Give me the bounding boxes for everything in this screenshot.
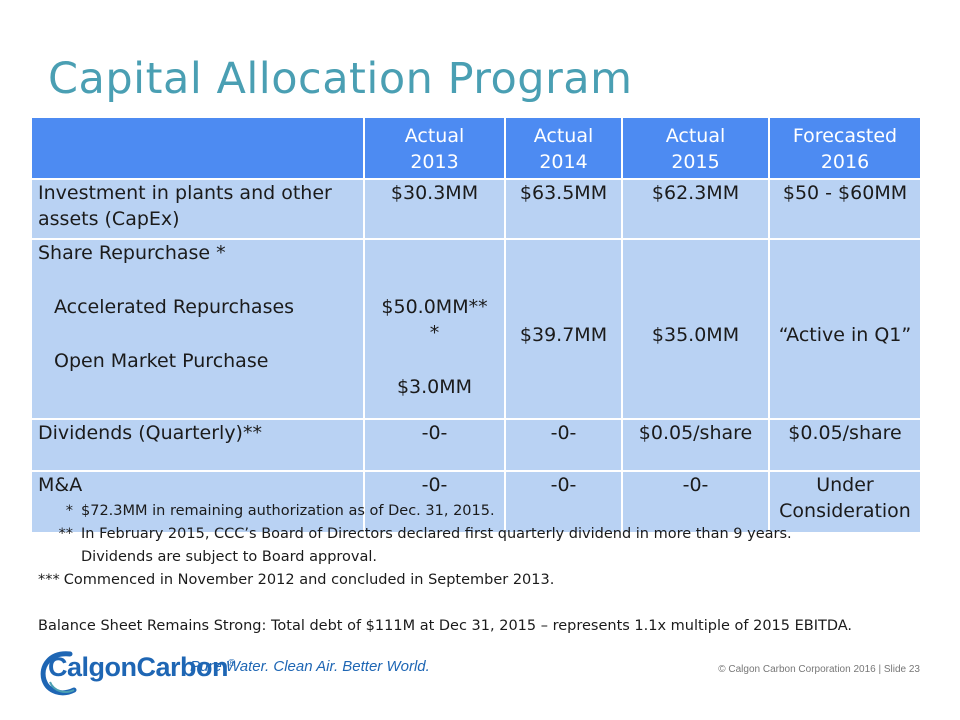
footnote-1-marker: * — [65, 503, 73, 519]
header-year: 2014 — [539, 151, 588, 173]
share-2013: $50.0MM** * $3.0MM — [363, 238, 506, 420]
footnote-2-marker: ** — [58, 526, 74, 542]
share-2016-open-market: “Active in Q1” — [778, 324, 912, 346]
header-year: 2015 — [671, 151, 720, 173]
share-2014: $39.7MM — [504, 238, 623, 420]
header-cell-2014: Actual 2014 — [504, 116, 623, 180]
header-label: Actual — [665, 125, 726, 147]
share-2015: $35.0MM — [621, 238, 770, 420]
logo-registered-mark: ® — [228, 658, 235, 669]
table-row-capex: Investment in plants and other assets (C… — [30, 178, 922, 240]
logo-swoosh-icon — [40, 651, 77, 696]
header-cell-2013: Actual 2013 — [363, 116, 506, 180]
footnote-2-text: In February 2015, CCC’s Board of Directo… — [81, 526, 792, 542]
table-header-row: Actual 2013 Actual 2014 Actual 2015 Fore… — [30, 116, 922, 180]
capex-2016: $50 - $60MM — [768, 178, 922, 240]
accelerated-repurchases-label: Accelerated Repurchases — [54, 296, 295, 318]
share-repurchase-label: Share Repurchase * — [38, 242, 226, 264]
footnotes: * $72.3MM in remaining authorization as o… — [38, 500, 920, 638]
capex-label-cell: Investment in plants and other assets (C… — [30, 178, 365, 240]
logo-tagline: Pure Water. Clean Air. Better World. — [190, 658, 430, 675]
calgon-carbon-logo: CalgonCarbon® Pure Water. Clean Air. Bet… — [40, 648, 430, 698]
dividends-2013: -0- — [363, 418, 506, 472]
header-cell-2015: Actual 2015 — [621, 116, 770, 180]
footnote-1-text: $72.3MM in remaining authorization as of… — [81, 503, 495, 519]
header-year: 2013 — [410, 151, 459, 173]
share-2013-open-market: $3.0MM — [396, 376, 473, 398]
header-year: 2016 — [820, 151, 870, 173]
dividends-2014: -0- — [504, 418, 623, 472]
share-label-cell: Share Repurchase * Accelerated Repurchas… — [30, 238, 365, 420]
footnote-3-marker: *** — [38, 572, 60, 588]
share-2016: “Active in Q1” — [768, 238, 922, 420]
footnote-2-continuation: Dividends are subject to Board approval. — [81, 549, 378, 565]
footnote-3: *** Commenced in November 2012 and conclu… — [38, 569, 920, 592]
share-2013-accelerated-wrap: * — [429, 322, 440, 344]
capital-allocation-table: Actual 2013 Actual 2014 Actual 2015 Fore… — [30, 116, 922, 534]
header-label: Actual — [533, 125, 594, 147]
capex-2014: $63.5MM — [504, 178, 623, 240]
share-2014-open-market: $39.7MM — [519, 324, 608, 346]
logo-text: CalgonCarbon — [48, 652, 229, 682]
logo-wordmark: CalgonCarbon® — [48, 652, 235, 683]
header-label: Actual — [404, 125, 465, 147]
open-market-purchase-label: Open Market Purchase — [54, 350, 269, 372]
slide-copyright: © Calgon Carbon Corporation 2016 | Slide… — [718, 664, 920, 675]
footnote-2: ** In February 2015, CCC’s Board of Direc… — [40, 523, 920, 546]
dividends-2016: $0.05/share — [768, 418, 922, 472]
footnote-1: * $72.3MM in remaining authorization as o… — [40, 500, 920, 523]
slide-title: Capital Allocation Program — [48, 54, 633, 104]
header-label: Forecasted — [792, 125, 898, 147]
balance-sheet-note: Balance Sheet Remains Strong: Total debt… — [38, 618, 853, 634]
share-2015-open-market: $35.0MM — [651, 324, 740, 346]
table-row-share-repurchase: Share Repurchase * Accelerated Repurchas… — [30, 238, 922, 420]
share-2013-accelerated: $50.0MM** — [381, 296, 488, 318]
capex-label-line2: assets (CapEx) — [38, 208, 180, 230]
footnote-3-text: Commenced in November 2012 and concluded… — [63, 572, 555, 588]
footnote-spacer — [40, 592, 920, 615]
table-row-ma: M&A -0- -0- -0- Under Consideration — [30, 470, 922, 534]
capex-2013: $30.3MM — [363, 178, 506, 240]
ma-label: M&A — [30, 470, 365, 534]
ma-2016: Under Consideration — [768, 470, 922, 534]
ma-2014: -0- — [504, 470, 623, 534]
capex-2015: $62.3MM — [621, 178, 770, 240]
ma-2016-line1: Under — [816, 474, 874, 496]
header-cell-empty — [30, 116, 365, 180]
table-row-dividends: Dividends (Quarterly)** -0- -0- $0.05/sh… — [30, 418, 922, 472]
ma-2016-line2: Consideration — [779, 500, 911, 522]
ma-2015: -0- — [621, 470, 770, 534]
dividends-2015: $0.05/share — [621, 418, 770, 472]
ma-2013: -0- — [363, 470, 506, 534]
capex-label-line1: Investment in plants and other — [38, 182, 332, 204]
dividends-label: Dividends (Quarterly)** — [30, 418, 365, 472]
header-cell-2016: Forecasted 2016 — [768, 116, 922, 180]
